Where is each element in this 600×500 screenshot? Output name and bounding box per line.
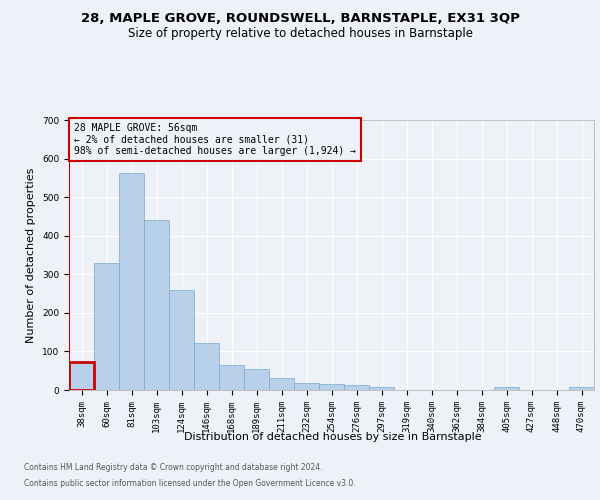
Bar xyxy=(319,384,344,390)
Text: Size of property relative to detached houses in Barnstaple: Size of property relative to detached ho… xyxy=(128,28,473,40)
Bar xyxy=(144,220,169,390)
Bar xyxy=(294,384,319,390)
Bar xyxy=(169,290,194,390)
Bar xyxy=(219,365,244,390)
Bar xyxy=(119,173,144,390)
Y-axis label: Number of detached properties: Number of detached properties xyxy=(26,168,37,342)
Bar xyxy=(69,362,94,390)
Bar xyxy=(269,378,294,390)
Bar xyxy=(194,343,219,390)
Text: Distribution of detached houses by size in Barnstaple: Distribution of detached houses by size … xyxy=(184,432,482,442)
Bar xyxy=(344,385,369,390)
Bar xyxy=(244,369,269,390)
Text: 28, MAPLE GROVE, ROUNDSWELL, BARNSTAPLE, EX31 3QP: 28, MAPLE GROVE, ROUNDSWELL, BARNSTAPLE,… xyxy=(80,12,520,26)
Text: 28 MAPLE GROVE: 56sqm
← 2% of detached houses are smaller (31)
98% of semi-detac: 28 MAPLE GROVE: 56sqm ← 2% of detached h… xyxy=(74,122,356,156)
Bar xyxy=(569,388,594,390)
Bar xyxy=(94,262,119,390)
Bar xyxy=(369,387,394,390)
Text: Contains public sector information licensed under the Open Government Licence v3: Contains public sector information licen… xyxy=(24,478,356,488)
Bar xyxy=(69,362,94,390)
Text: Contains HM Land Registry data © Crown copyright and database right 2024.: Contains HM Land Registry data © Crown c… xyxy=(24,464,323,472)
Bar xyxy=(494,388,519,390)
